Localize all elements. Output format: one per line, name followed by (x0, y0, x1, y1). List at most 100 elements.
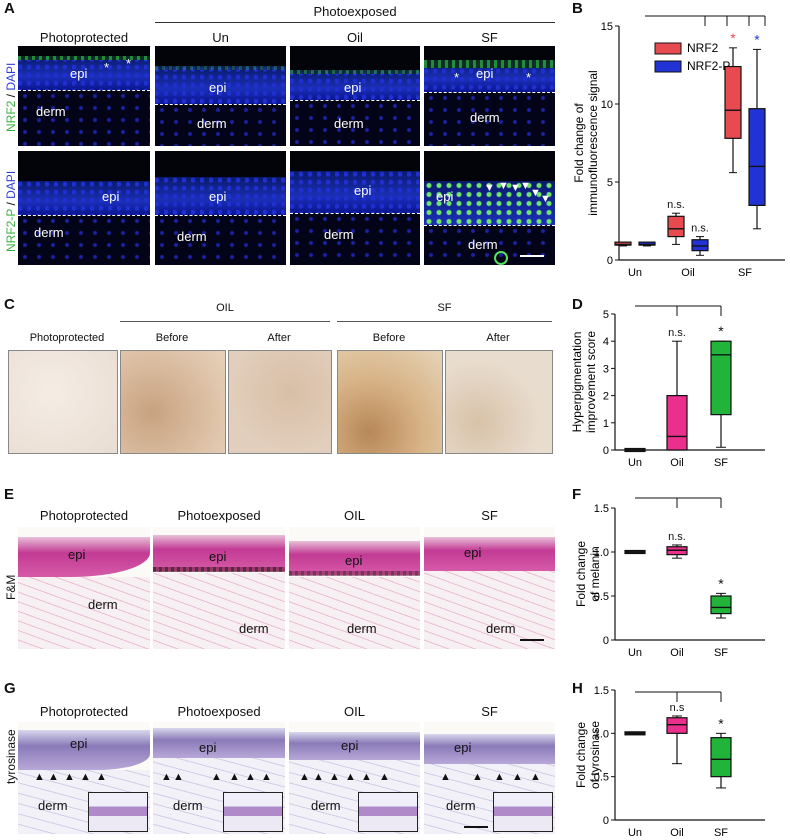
derm-label: derm (334, 116, 364, 131)
y-tick-label: 0.5 (594, 772, 609, 784)
chart-h: 0 0.5 1.0 1.5 Fold changeof tyrosinase Un Oil S… (574, 685, 765, 839)
arrowhead-mark: ▼ (540, 193, 551, 205)
derm-label: derm (177, 229, 207, 244)
a-col-oil: Oil (347, 30, 363, 45)
e-col-photoprotected: Photoprotected (39, 508, 129, 523)
e-col-oil: OIL (344, 508, 365, 523)
a-image-oil-nrf2p: epi derm (290, 151, 420, 265)
derm-label: derm (311, 798, 341, 813)
y-tick-label: 2 (603, 391, 609, 403)
epi-label: epi (354, 183, 372, 198)
epi-label: epi (436, 189, 454, 204)
x-tick-label: Oil (670, 457, 683, 469)
box (667, 215, 685, 238)
a-col-un: Un (212, 30, 229, 45)
significance-label: n.s. (668, 327, 686, 339)
a-col-photoprotected: Photoprotected (39, 30, 129, 45)
arrowhead-mark: ▲ (494, 771, 505, 783)
epi-label: epi (464, 545, 482, 560)
arrowhead-mark: ▲ (472, 771, 483, 783)
y-axis-label: Fold changeof tyrosinase (574, 721, 602, 789)
y-axis-label: Fold change ofimmunofluorescence signal (572, 70, 600, 215)
a-image-photoprotected-nrf2: epi * * derm (18, 46, 150, 146)
y-tick-label: 1.5 (594, 503, 609, 515)
panel-label-e: E (4, 486, 15, 503)
g-col-photoprotected: Photoprotected (39, 704, 129, 719)
g-col-sf: SF (481, 704, 498, 719)
arrowhead-mark: ▲ (173, 771, 184, 783)
arrowhead-mark: ▲ (48, 771, 59, 783)
a-image-un-nrf2: epi derm (155, 46, 286, 146)
a-image-oil-nrf2: epi derm (290, 46, 420, 146)
box (666, 394, 688, 451)
x-tick-label: Un (628, 267, 642, 279)
asterisk-mark: * (526, 70, 532, 85)
a-group-photoexposed: Photoexposed (313, 4, 397, 19)
derm-label: derm (197, 116, 227, 131)
epi-label: epi (344, 80, 362, 95)
significance-label: n.s. (667, 199, 685, 211)
c-oil-after: After (267, 332, 291, 344)
y-tick-label: 0 (603, 445, 609, 457)
epi-label: epi (341, 738, 359, 753)
asterisk-mark: * (454, 70, 460, 85)
epi-label: epi (209, 189, 227, 204)
e-image-photoexposed: epi derm (153, 527, 285, 649)
c-sf-before: Before (372, 332, 406, 344)
c-group-sf: SF (437, 302, 452, 314)
epi-label: epi (68, 547, 86, 562)
arrowhead-mark: ▲ (261, 771, 272, 783)
box (710, 737, 732, 778)
x-tick-label: Un (628, 647, 642, 659)
y-tick-label: 5 (607, 177, 613, 189)
panel-label-d: D (572, 296, 583, 313)
y-tick-label: 0.5 (594, 591, 609, 603)
x-tick-label: SF (714, 827, 728, 839)
epi-label: epi (102, 189, 120, 204)
y-tick-label: 0 (607, 255, 613, 267)
arrowhead-mark: ▲ (34, 771, 45, 783)
e-image-photoprotected: epi derm (18, 527, 150, 649)
derm-label: derm (470, 110, 500, 125)
g-image-photoexposed: epi derm (153, 722, 285, 834)
arrowhead-mark: ▼ (530, 187, 541, 199)
arrowhead-mark: ▲ (229, 771, 240, 783)
arrowhead-mark: ▲ (329, 771, 340, 783)
significance-label: n.s (670, 702, 685, 714)
y-tick-label: 15 (601, 21, 613, 33)
green-vessel-mark (494, 251, 508, 265)
panel-label-f: F (572, 486, 582, 503)
c-image-oil-after (228, 350, 332, 454)
derm-label: derm (446, 798, 476, 813)
x-tick-label: Oil (670, 827, 683, 839)
x-tick-label: SF (714, 457, 728, 469)
arrowhead-mark: ▼ (498, 180, 509, 192)
e-image-sf: epi derm (424, 527, 555, 649)
box (724, 65, 742, 139)
epi-label: epi (209, 549, 227, 564)
c-image-photoprotected (8, 350, 118, 454)
epi-label: epi (70, 66, 88, 81)
arrowhead-mark: ▼ (484, 182, 495, 194)
box (614, 241, 632, 246)
derm-label: derm (324, 227, 354, 242)
derm-label: derm (38, 798, 68, 813)
arrowhead-mark: ▲ (440, 771, 451, 783)
arrowhead-mark: ▼ (510, 182, 521, 194)
g-col-oil: OIL (344, 704, 365, 719)
a-row-label-nrf2p: NRF2-P / DAPI (4, 170, 18, 252)
y-tick-label: 0 (603, 635, 609, 647)
panel-label-a: A (4, 0, 15, 17)
x-tick-label: Oil (670, 647, 683, 659)
box (638, 241, 656, 246)
arrowhead-mark: ▲ (379, 771, 390, 783)
x-tick-label: Un (628, 827, 642, 839)
arrowhead-mark: ▲ (80, 771, 91, 783)
x-tick-label: Oil (681, 267, 694, 279)
arrowhead-mark: ▼ (520, 180, 531, 192)
arrowhead-mark: ▲ (512, 771, 523, 783)
panel-label-c: C (4, 296, 15, 313)
a-col-sf: SF (481, 30, 498, 45)
y-tick-label: 5 (603, 309, 609, 321)
